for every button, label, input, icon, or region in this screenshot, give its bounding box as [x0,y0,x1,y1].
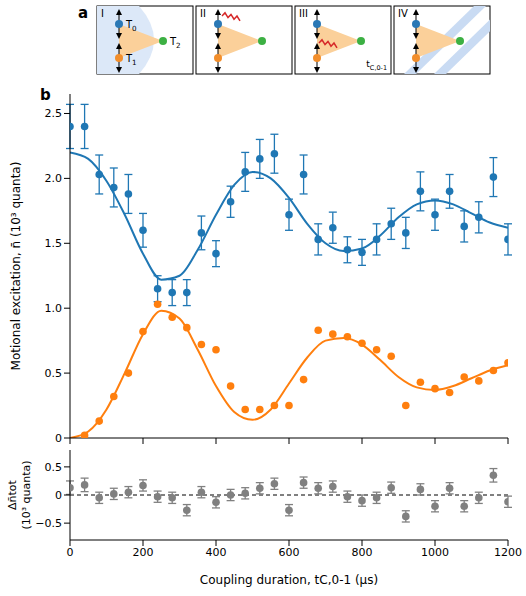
svg-text:I: I [101,8,104,19]
svg-text:1000: 1000 [421,546,449,559]
svg-text:(10³ quanta): (10³ quanta) [20,460,33,529]
svg-text:0.5: 0.5 [45,461,63,474]
svg-text:1.0: 1.0 [45,302,63,315]
svg-text:Motional excitation, n̄ (10³ q: Motional excitation, n̄ (10³ quanta) [9,162,23,371]
svg-text:II: II [200,8,206,19]
svg-text:b: b [40,86,51,104]
svg-text:T0: T0 [125,19,137,33]
svg-text:tC,0-1: tC,0-1 [366,59,387,72]
svg-text:1.5: 1.5 [45,237,63,250]
svg-text:Coupling duration, tC,0-1 (μs): Coupling duration, tC,0-1 (μs) [200,573,378,587]
svg-text:T2: T2 [169,36,181,50]
svg-text:−0.5: −0.5 [35,517,62,530]
svg-text:400: 400 [206,546,227,559]
svg-text:T1: T1 [125,53,137,67]
svg-text:600: 600 [279,546,300,559]
svg-text:0.5: 0.5 [45,367,63,380]
svg-text:200: 200 [133,546,154,559]
svg-text:0: 0 [67,546,74,559]
svg-text:1200: 1200 [494,546,522,559]
svg-text:2.0: 2.0 [45,172,63,185]
svg-text:0: 0 [55,489,62,502]
svg-text:2.5: 2.5 [45,107,63,120]
svg-text:Δn̄tot: Δn̄tot [6,479,19,510]
svg-text:a: a [78,4,88,22]
svg-text:800: 800 [352,546,373,559]
svg-text:III: III [299,8,308,19]
svg-text:0: 0 [55,432,62,445]
svg-text:IV: IV [398,8,408,19]
